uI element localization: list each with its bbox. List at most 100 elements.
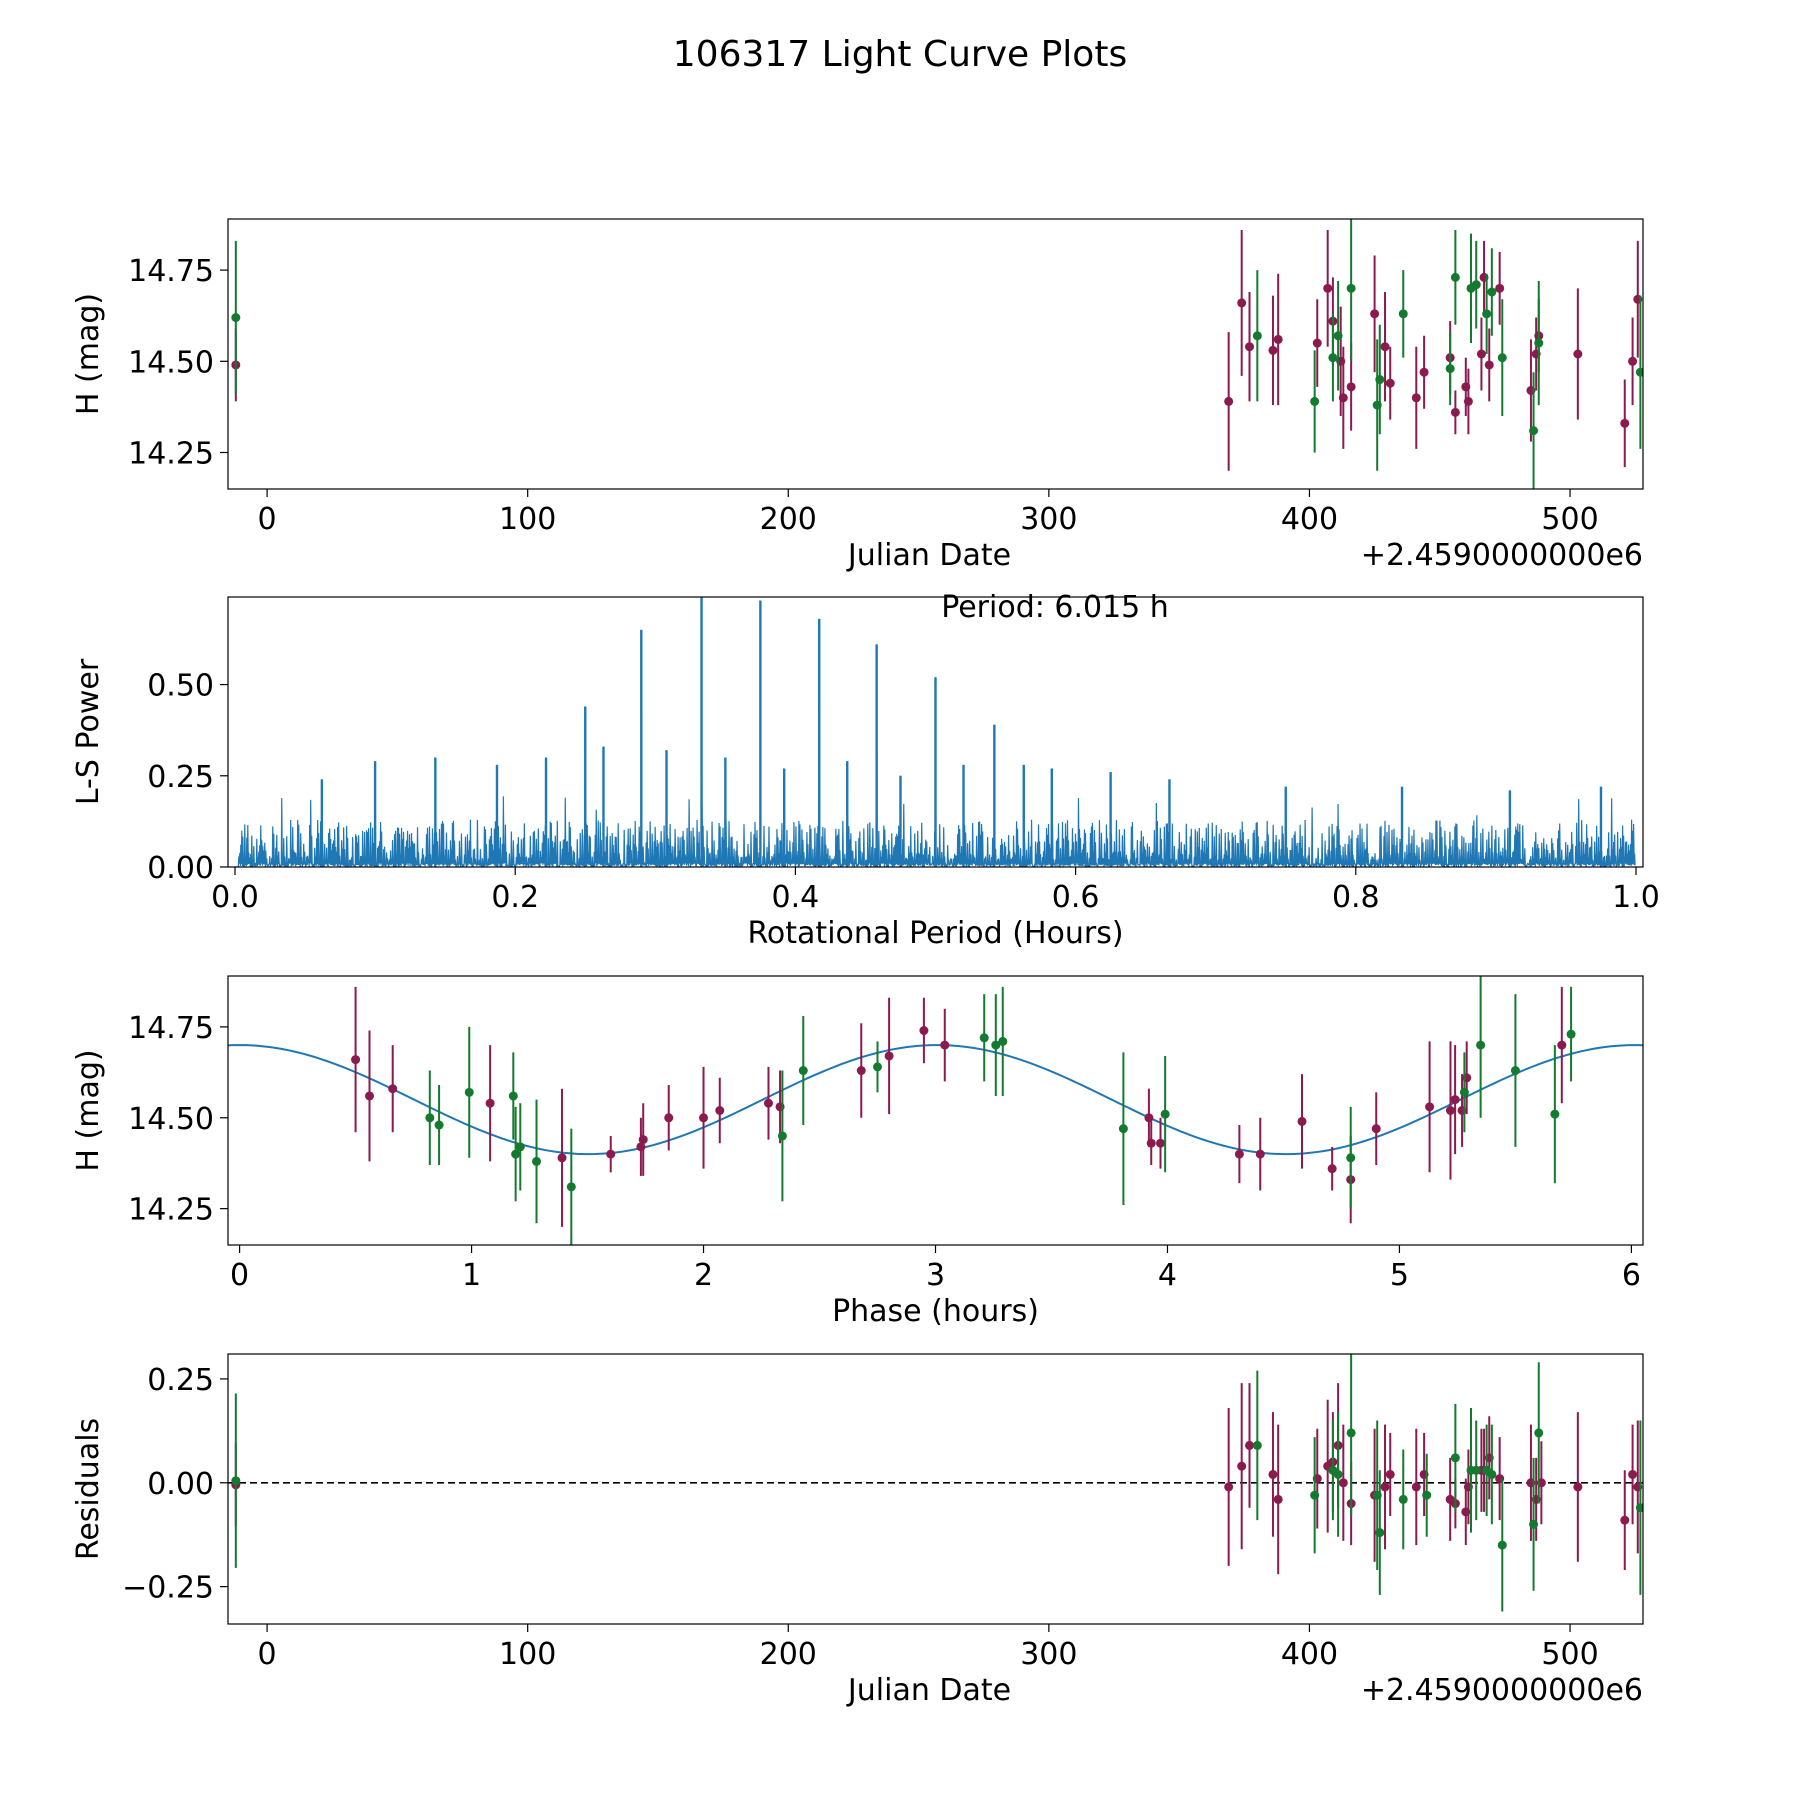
plot-frame [227, 596, 1644, 868]
x-tick-label: 400 [1281, 502, 1338, 537]
red-data-point [1419, 367, 1429, 377]
x-offset-label: +2.4590000000e6 [1361, 538, 1643, 573]
red-data-point [1425, 1102, 1435, 1112]
red-data-point [1484, 360, 1494, 370]
red-data-point [715, 1106, 725, 1115]
red-data-point [1156, 1138, 1166, 1148]
x-tick-label: 100 [499, 1637, 556, 1672]
red-data-point [1245, 1440, 1255, 1450]
y-tick-label: 0.25 [147, 760, 214, 795]
red-data-point [1380, 342, 1390, 352]
x-tick-label: 500 [1541, 502, 1598, 537]
green-data-point [1635, 367, 1643, 377]
green-data-point [1550, 1109, 1560, 1119]
red-data-point [940, 1040, 950, 1050]
green-data-point [1333, 1469, 1343, 1479]
y-tick-label: 14.25 [128, 1193, 214, 1228]
red-data-point [557, 1153, 567, 1163]
red-data-point [1411, 393, 1421, 403]
x-tick-label: 0 [258, 502, 277, 537]
green-data-point [979, 1033, 989, 1043]
red-data-point [388, 1084, 398, 1094]
x-axis-label: Julian Date [846, 538, 1011, 573]
green-data-point [532, 1156, 542, 1166]
green-data-point [1482, 309, 1492, 319]
x-tick-label: 5 [1390, 1258, 1409, 1293]
green-data-point [1422, 1490, 1432, 1500]
red-data-point [1380, 1482, 1390, 1492]
green-data-point [1635, 1503, 1643, 1513]
red-data-point [763, 1098, 773, 1108]
red-data-point [699, 1113, 709, 1123]
red-data-point [485, 1098, 495, 1108]
plot-area [228, 976, 1643, 1245]
red-data-point [856, 1066, 866, 1076]
green-data-point [1118, 1124, 1128, 1134]
x-tick-label: 1.0 [1612, 880, 1660, 915]
red-data-point [1346, 382, 1356, 392]
residuals-panel: 0 100 200 300 400 500 −0.25 0.00 0.25 Julian Date… [71, 1353, 1644, 1708]
plot-area [228, 1354, 1643, 1612]
y-tick-label: 14.75 [128, 254, 214, 289]
green-data-point [1497, 1540, 1507, 1550]
x-axis-label: Rotational Period (Hours) [747, 916, 1123, 951]
plot-area [231, 219, 1643, 489]
x-offset-label: +2.4590000000e6 [1361, 1673, 1643, 1708]
green-data-point [464, 1087, 474, 1097]
plot-area [235, 597, 1636, 867]
plot-frame [227, 975, 1644, 1246]
y-tick-label: 0.25 [147, 1363, 214, 1398]
red-data-point [1273, 334, 1283, 344]
y-tick-label: 0.00 [147, 1467, 214, 1502]
green-data-point [1529, 1519, 1539, 1529]
green-data-point [1160, 1109, 1170, 1119]
y-axis-label: H (mag) [71, 1049, 106, 1171]
green-data-point [231, 313, 241, 323]
green-data-point [1450, 272, 1460, 282]
green-data-point [566, 1182, 576, 1192]
red-data-point [1245, 342, 1255, 352]
red-data-point [1411, 1482, 1421, 1492]
red-data-point [1557, 1040, 1567, 1050]
green-data-point [1476, 1040, 1486, 1050]
x-axis-label: Julian Date [846, 1673, 1011, 1708]
green-data-point [425, 1113, 435, 1123]
red-data-point [1573, 349, 1583, 359]
red-data-point [1385, 1469, 1395, 1479]
x-tick-label: 500 [1541, 1637, 1598, 1672]
green-data-point [1375, 1528, 1385, 1538]
green-data-point [511, 1149, 521, 1159]
red-data-point [1620, 1515, 1630, 1525]
y-tick-label: 0.00 [147, 851, 214, 886]
light-curve-panel: 0 100 200 300 400 500 14.25 14.50 14.75 Julian Da… [71, 218, 1644, 573]
periodogram-annotation: Period: 6.015 h [941, 590, 1169, 625]
x-tick-label: 0.4 [772, 880, 820, 915]
green-data-point [777, 1131, 787, 1141]
green-data-point [1252, 1440, 1262, 1450]
red-data-point [1620, 418, 1630, 428]
red-data-point [1338, 393, 1348, 403]
x-tick-label: 300 [1020, 502, 1077, 537]
red-data-point [606, 1149, 616, 1159]
x-tick-label: 2 [694, 1258, 713, 1293]
y-tick-label: −0.25 [122, 1571, 214, 1606]
y-axis-label: H (mag) [71, 293, 106, 415]
x-tick-label: 400 [1281, 1637, 1338, 1672]
x-tick-label: 0.0 [211, 880, 259, 915]
red-data-point [1338, 1478, 1348, 1488]
x-tick-label: 6 [1622, 1258, 1641, 1293]
red-data-point [1255, 1149, 1265, 1159]
red-data-point [1385, 378, 1395, 388]
red-data-point [1476, 349, 1486, 359]
red-data-point [1237, 1461, 1247, 1471]
green-data-point [1346, 1153, 1356, 1163]
phase-folded-panel: 0 1 2 3 4 5 6 14.25 14.50 14.75 Phase (hours) H (ma… [71, 975, 1644, 1329]
green-data-point [1471, 1465, 1481, 1475]
red-data-point [1450, 407, 1460, 417]
y-tick-label: 0.50 [147, 669, 214, 704]
x-tick-label: 0.2 [491, 880, 539, 915]
green-data-point [1459, 1087, 1469, 1097]
red-data-point [884, 1051, 894, 1061]
green-data-point [1534, 1428, 1544, 1438]
green-data-point [434, 1120, 444, 1130]
